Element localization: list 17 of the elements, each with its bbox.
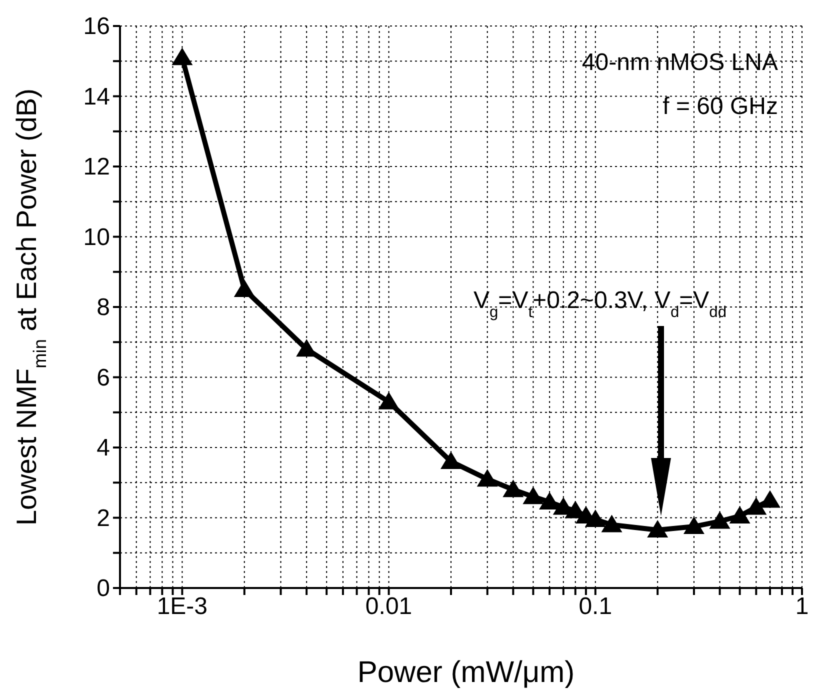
x-tick-label: 1E-3 [156,593,208,620]
y-tick-label: 12 [83,154,110,180]
y-tick-label: 6 [96,364,110,392]
annotation: V$_{g}$=V$_{t}$+0.2~0.3V, V$_{d}$=V$_{dd}$ [473,287,727,320]
x-tick-label: 1 [795,593,809,620]
annotation: f = 60 GHz [662,93,778,120]
y-tick-label: 10 [83,224,110,251]
y-tick-label: 2 [96,504,110,532]
y-tick-label: 8 [96,294,110,321]
annotation: 40-nm nMOS LNA [582,49,778,76]
y-tick-label: 14 [83,83,110,110]
x-axis-title: Power (mW/μm) [357,656,575,689]
x-tick-label: 0.1 [578,593,612,620]
y-tick-label: 4 [96,434,110,462]
y-tick-label: 16 [83,13,110,40]
x-tick-label: 0.01 [365,593,412,620]
y-tick-label: 0 [96,575,110,602]
